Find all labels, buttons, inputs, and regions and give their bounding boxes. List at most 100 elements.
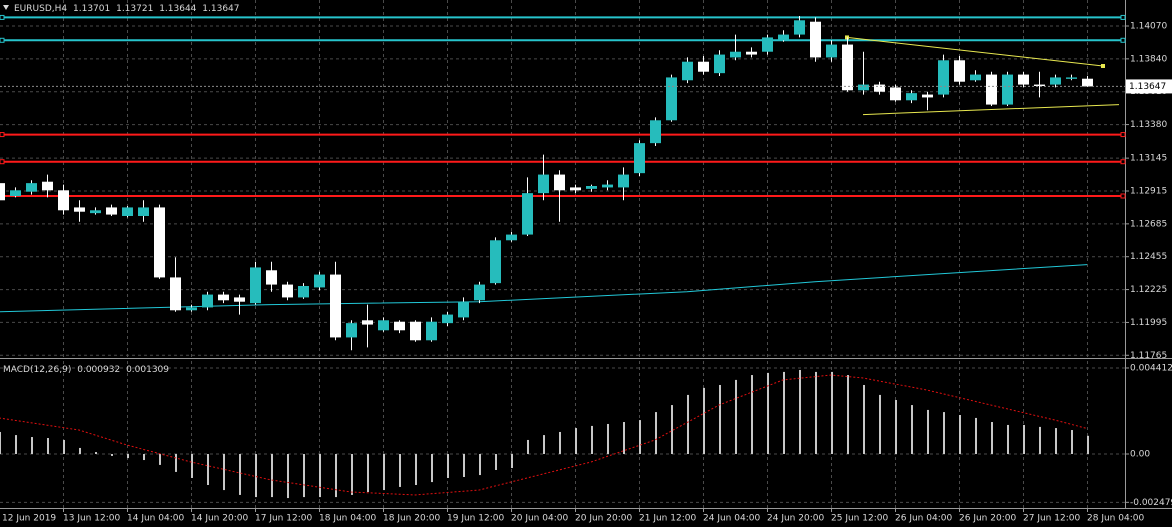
y-tick-label: 0.00 bbox=[1130, 449, 1150, 459]
candle-body bbox=[986, 74, 997, 105]
candle-body bbox=[170, 277, 181, 311]
macd-bar bbox=[127, 453, 129, 459]
candle-body bbox=[250, 267, 261, 304]
macd-bar bbox=[511, 453, 513, 469]
symbol-title: EURUSD,H4 bbox=[14, 4, 67, 14]
level-handle bbox=[1120, 193, 1126, 199]
y-tick-label: 1.13840 bbox=[1130, 54, 1167, 64]
macd-bar bbox=[1007, 424, 1009, 454]
candle-body bbox=[0, 183, 5, 201]
macd-title: MACD(12,26,9) bbox=[3, 365, 71, 375]
macd-bar bbox=[223, 453, 225, 491]
macd-header: MACD(12,26,9) 0.000932 0.001309 bbox=[3, 365, 169, 375]
macd-bar bbox=[575, 428, 577, 454]
macd-bar bbox=[799, 369, 801, 454]
macd-bar bbox=[719, 384, 721, 454]
candle-body bbox=[922, 94, 933, 98]
macd-bar bbox=[175, 453, 177, 472]
x-tick-label: 24 Jun 04:00 bbox=[703, 514, 760, 524]
macd-bar bbox=[255, 453, 257, 498]
x-tick-label: 26 Jun 20:00 bbox=[959, 514, 1016, 524]
macd-bar bbox=[911, 405, 913, 454]
macd-value: 0.000932 bbox=[77, 365, 120, 375]
macd-bar bbox=[607, 423, 609, 454]
signal-line bbox=[0, 374, 1088, 496]
trendline bbox=[862, 104, 1120, 116]
macd-bar bbox=[335, 453, 337, 498]
macd-bar bbox=[47, 438, 49, 454]
moving-average bbox=[0, 264, 1088, 313]
marks bbox=[0, 0, 1129, 512]
candle-body bbox=[458, 301, 469, 318]
candle-body bbox=[842, 44, 853, 91]
macd-bar bbox=[0, 431, 1, 454]
candle-body bbox=[410, 321, 421, 341]
y-tick-label: 1.12455 bbox=[1130, 252, 1167, 262]
y-tick-label: 1.14070 bbox=[1130, 22, 1167, 32]
candle-body bbox=[266, 270, 277, 285]
x-tick-label: 20 Jun 04:00 bbox=[511, 514, 568, 524]
candle-body bbox=[490, 240, 501, 284]
macd-bar bbox=[159, 453, 161, 465]
header-open: 1.13701 bbox=[73, 4, 110, 14]
dropdown-icon[interactable] bbox=[3, 5, 9, 10]
macd-bar bbox=[367, 453, 369, 493]
trendline-handle bbox=[1101, 64, 1105, 68]
macd-bar bbox=[927, 409, 929, 454]
macd-bar bbox=[415, 453, 417, 485]
candle-body bbox=[794, 20, 805, 35]
candle-body bbox=[1018, 74, 1029, 85]
y-tick-label: 1.11765 bbox=[1130, 351, 1167, 361]
level-handle bbox=[0, 159, 5, 165]
level-handle bbox=[1120, 159, 1126, 165]
x-tick-label: 18 Jun 20:00 bbox=[383, 514, 440, 524]
y-tick-label: 1.12225 bbox=[1130, 285, 1167, 295]
candle-body bbox=[730, 51, 741, 58]
x-tick-label: 26 Jun 04:00 bbox=[895, 514, 952, 524]
candle-body bbox=[874, 84, 885, 92]
candle-body bbox=[858, 84, 869, 91]
candle-body bbox=[1082, 78, 1093, 87]
candle-body bbox=[106, 207, 117, 215]
candle-body bbox=[90, 210, 101, 214]
macd-bar bbox=[431, 453, 433, 483]
y-tick-label: 1.13145 bbox=[1130, 154, 1167, 164]
candle-body bbox=[426, 321, 437, 341]
macd-bar bbox=[623, 422, 625, 454]
candle-body bbox=[1050, 77, 1061, 85]
y-tick-label: 1.12685 bbox=[1130, 219, 1167, 229]
macd-bar bbox=[543, 435, 545, 454]
x-tick-label: 27 Jun 12:00 bbox=[1023, 514, 1080, 524]
candle-body bbox=[538, 174, 549, 194]
x-tick-label: 12 Jun 2019 bbox=[2, 514, 56, 524]
candle-body bbox=[506, 234, 517, 241]
candle-body bbox=[634, 143, 645, 174]
candle-body bbox=[218, 294, 229, 301]
candle-body bbox=[906, 93, 917, 101]
x-tick-label: 13 Jun 12:00 bbox=[63, 514, 120, 524]
candle-body bbox=[314, 274, 325, 288]
x-tick-label: 21 Jun 12:00 bbox=[639, 514, 696, 524]
macd-bar bbox=[95, 452, 97, 454]
macd-bar bbox=[991, 422, 993, 454]
candle-body bbox=[122, 207, 133, 216]
x-tick-label: 20 Jun 20:00 bbox=[575, 514, 632, 524]
macd-bar bbox=[815, 371, 817, 454]
trendline bbox=[846, 36, 1104, 67]
x-tick-label: 24 Jun 20:00 bbox=[767, 514, 824, 524]
macd-bar bbox=[319, 453, 321, 498]
header-high: 1.13721 bbox=[116, 4, 153, 14]
x-tick-label: 17 Jun 12:00 bbox=[255, 514, 312, 524]
macd-bar bbox=[671, 405, 673, 454]
macd-bar bbox=[479, 453, 481, 476]
x-tick-label: 19 Jun 12:00 bbox=[447, 514, 504, 524]
macd-bar bbox=[143, 453, 145, 461]
candle-body bbox=[58, 190, 69, 211]
macd-bar bbox=[959, 415, 961, 454]
macd-bar bbox=[15, 435, 17, 454]
candle-body bbox=[442, 314, 453, 324]
chart-header: EURUSD,H4 1.13701 1.13721 1.13644 1.1364… bbox=[14, 4, 240, 14]
candle-body bbox=[330, 274, 341, 338]
candle-body bbox=[42, 181, 53, 191]
